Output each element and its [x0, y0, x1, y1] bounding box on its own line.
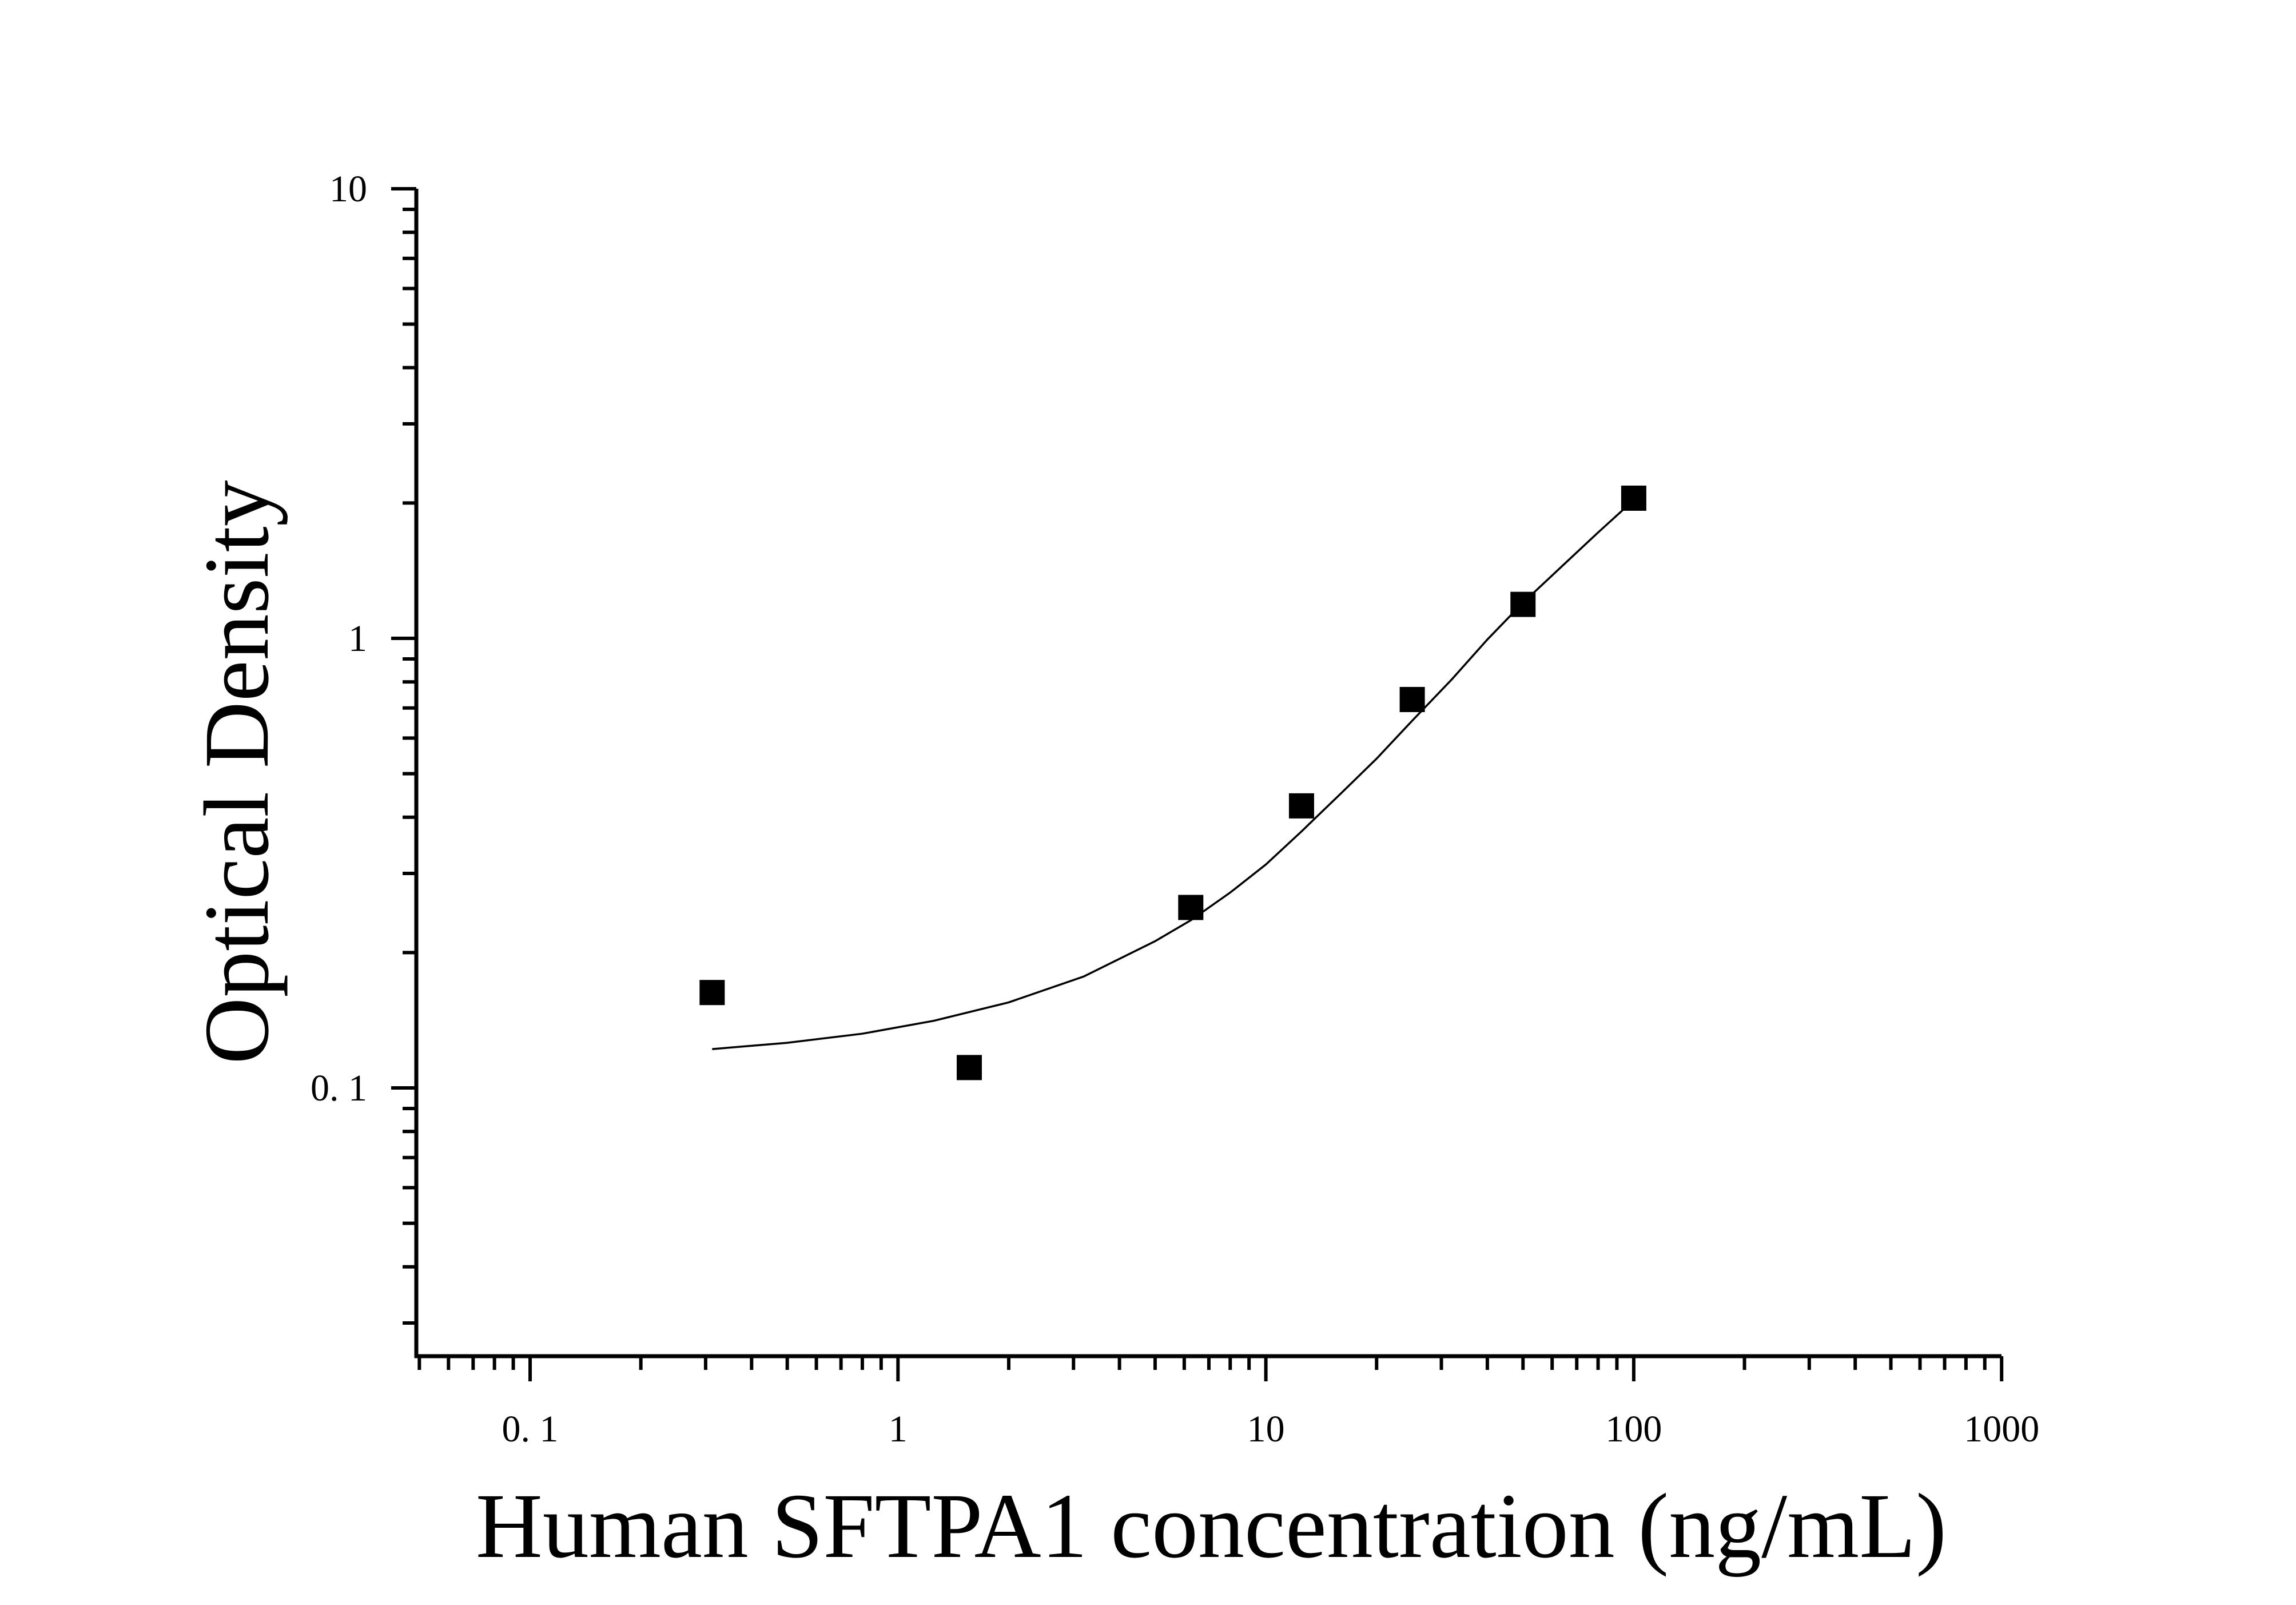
data-point — [956, 1055, 982, 1080]
fit-curve — [712, 499, 1635, 1050]
y-axis-ticks: 0. 1 1 10 — [311, 168, 416, 1325]
x-tick-label: 0. 1 — [502, 1408, 559, 1450]
data-points — [699, 485, 1646, 1080]
x-axis-ticks: 0. 1 1 10 100 1000 — [417, 1356, 2039, 1450]
y-tick-label: 10 — [329, 168, 367, 210]
data-point — [1288, 793, 1314, 819]
data-point — [699, 980, 725, 1006]
data-point — [1510, 591, 1536, 617]
y-axis-title: Optical Density — [186, 480, 288, 1064]
y-tick-label: 1 — [348, 618, 367, 660]
x-axis-title: Human SFTPA1 concentration (ng/mL) — [476, 1475, 1947, 1578]
x-tick-label: 1000 — [1964, 1408, 2039, 1450]
y-tick-label: 0. 1 — [311, 1067, 367, 1109]
fit-curve-group — [712, 499, 1635, 1050]
x-tick-label: 100 — [1605, 1408, 1662, 1450]
x-tick-label: 1 — [889, 1408, 908, 1450]
data-point — [1178, 895, 1204, 920]
data-point — [1399, 686, 1425, 712]
axes — [414, 189, 2001, 1358]
data-point — [1621, 485, 1646, 511]
x-tick-label: 10 — [1247, 1408, 1285, 1450]
